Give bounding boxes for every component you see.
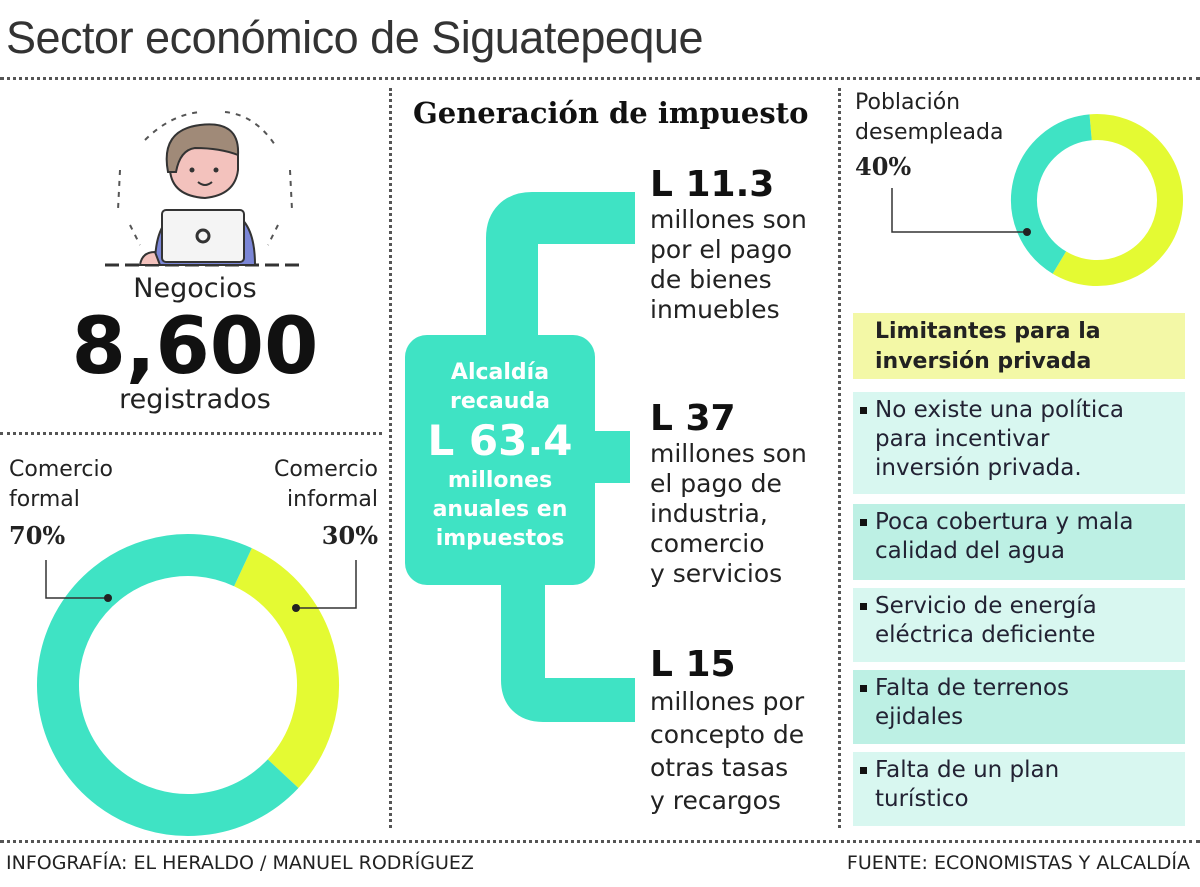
limitante-line: Falta de un plan xyxy=(875,757,1060,783)
limitantes-heading-line: Limitantes para la xyxy=(875,319,1101,344)
informal-leader-dot xyxy=(292,604,300,612)
desempleo-pct: 40% xyxy=(855,152,912,181)
bullet-icon xyxy=(860,519,867,526)
pipe-top xyxy=(486,192,635,350)
formal-label-line: formal xyxy=(9,487,80,512)
negocios-sublabel: registrados xyxy=(119,384,271,415)
divider xyxy=(0,840,1200,843)
limitante-line: Poca cobertura y mala xyxy=(875,509,1134,535)
tax-line: de bienes xyxy=(650,265,772,294)
desempleo-donut-chart xyxy=(891,114,1183,286)
donut-slice-informal xyxy=(233,548,339,788)
tax-line: el pago de xyxy=(650,469,782,498)
bullet-icon xyxy=(860,407,867,414)
informal-pct: 30% xyxy=(321,521,378,550)
center-line: recauda xyxy=(450,389,550,414)
tax-line: y recargos xyxy=(650,786,781,815)
source: FUENTE: ECONOMISTAS Y ALCALDÍA xyxy=(846,852,1190,874)
limitante-line: eléctrica deficiente xyxy=(875,622,1096,648)
divider xyxy=(0,77,1200,80)
pipe-bottom xyxy=(501,580,635,722)
impuesto-heading: Generación de impuesto xyxy=(413,96,809,130)
tax-line: industria, xyxy=(650,499,768,528)
tax-item: L 15 millones por concepto de otras tasa… xyxy=(650,644,804,817)
center-amount: L 63.4 xyxy=(427,416,573,465)
divider xyxy=(838,88,841,828)
formal-leader xyxy=(45,560,108,599)
limitante-line: Servicio de energía xyxy=(875,593,1097,619)
center-line: Alcaldía xyxy=(450,360,550,385)
pipe-diagram xyxy=(405,192,635,722)
limitante-line: turístico xyxy=(875,786,969,812)
tax-line: otras tasas xyxy=(650,753,789,782)
informal-label-line: informal xyxy=(287,487,378,512)
person-at-laptop-icon xyxy=(105,111,305,267)
divider xyxy=(0,432,382,435)
bullet-icon xyxy=(860,685,867,692)
donut-slice-otro xyxy=(1052,114,1183,286)
donut-slice-formal xyxy=(37,534,299,836)
tax-line: millones son xyxy=(650,439,807,468)
limitante-line: para incentivar xyxy=(875,426,1050,452)
credit: INFOGRAFÍA: EL HERALDO / MANUEL RODRÍGUE… xyxy=(6,852,474,874)
bullet-icon xyxy=(860,767,867,774)
bullet-icon xyxy=(860,603,867,610)
desempleo-label-line: desempleada xyxy=(855,120,1004,145)
limitante-line: inversión privada. xyxy=(875,455,1082,481)
limitante-line: Falta de terrenos xyxy=(875,675,1070,701)
tax-line: y servicios xyxy=(650,559,783,588)
limitante-line: No existe una política xyxy=(875,397,1124,423)
limitantes-heading-line: inversión privada xyxy=(875,349,1092,374)
donut-slice-desempleada xyxy=(1011,114,1093,274)
limitante-item: No existe una política para incentivar inv… xyxy=(853,392,1185,494)
center-line: impuestos xyxy=(435,526,565,551)
tax-amount: L 37 xyxy=(650,398,736,439)
center-line: millones xyxy=(447,468,553,493)
tax-line: comercio xyxy=(650,529,765,558)
tax-line: millones por xyxy=(650,687,805,716)
desempleo-leader-dot xyxy=(1023,228,1031,236)
tax-line: millones son xyxy=(650,205,807,234)
formal-label-line: Comercio xyxy=(9,457,114,482)
negocios-label: Negocios xyxy=(133,273,257,304)
limitante-item: Servicio de energía eléctrica deficiente xyxy=(853,588,1185,662)
tax-line: por el pago xyxy=(650,235,793,264)
tax-item: L 37 millones son el pago de industria, … xyxy=(650,398,807,589)
formal-leader-dot xyxy=(104,594,112,602)
center-line: anuales en xyxy=(432,497,568,522)
informal-leader xyxy=(296,560,357,609)
informal-label: Comercio informal 30% xyxy=(274,455,378,551)
comercio-donut-chart xyxy=(37,534,357,836)
tax-line: inmuebles xyxy=(650,295,780,324)
tax-line: concepto de xyxy=(650,720,805,749)
limitante-line: calidad del agua xyxy=(875,538,1065,564)
formal-pct: 70% xyxy=(9,521,66,550)
center-box-text: Alcaldía recauda L 63.4 millones anuales… xyxy=(405,358,595,553)
limitante-item: Falta de un plan turístico xyxy=(853,752,1185,826)
desempleo-leader xyxy=(891,188,1027,233)
tax-amount: L 11.3 xyxy=(650,164,775,205)
limitante-item: Falta de terrenos ejidales xyxy=(853,670,1185,744)
page-title: Sector económico de Siguatepeque xyxy=(6,12,704,63)
tax-amount: L 15 xyxy=(650,644,736,685)
desempleo-label-line: Población xyxy=(855,90,961,115)
negocios-value: 8,600 xyxy=(71,302,319,392)
formal-label: Comercio formal 70% xyxy=(9,455,113,551)
limitante-item: Poca cobertura y mala calidad del agua xyxy=(853,504,1185,580)
desempleo-label: Población desempleada 40% xyxy=(855,88,1003,182)
tax-item: L 11.3 millones son por el pago de biene… xyxy=(650,164,807,325)
informal-label-line: Comercio xyxy=(273,457,378,482)
limitantes-heading: Limitantes para la inversión privada xyxy=(853,313,1185,379)
center-box xyxy=(405,335,595,585)
divider xyxy=(389,88,392,828)
limitante-line: ejidales xyxy=(875,704,964,730)
